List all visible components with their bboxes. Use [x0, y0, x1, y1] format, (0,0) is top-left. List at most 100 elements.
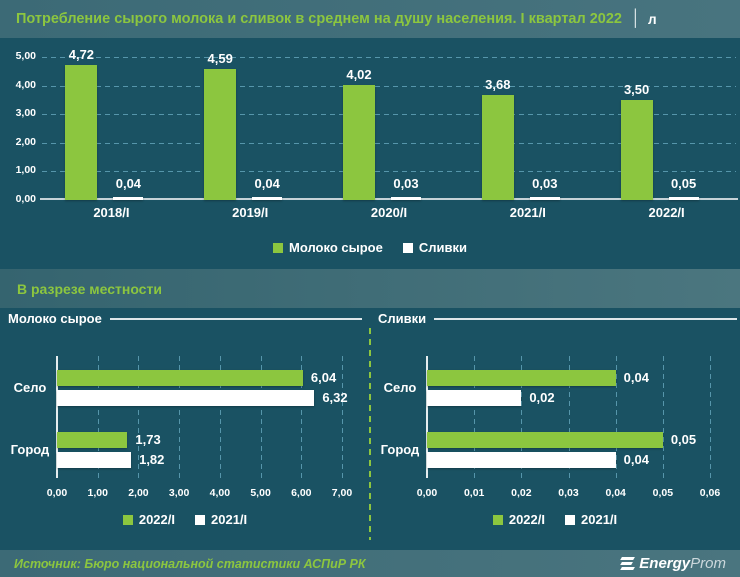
x-axis-line — [40, 198, 738, 200]
bar-milk — [620, 99, 653, 200]
grid-line — [97, 356, 99, 478]
bar-2021 — [57, 452, 132, 468]
bar-2022 — [427, 370, 616, 386]
x-axis-tick-label: 0,01 — [463, 487, 485, 499]
panel-title-cream: Сливки — [378, 311, 737, 326]
grid-line — [138, 356, 140, 478]
logo-text-bold: Energy — [639, 555, 691, 572]
grid-line — [42, 57, 736, 58]
panel-title-milk-text: Молоко сырое — [8, 311, 102, 326]
grid-line — [42, 171, 736, 173]
bar-value-label: 0,02 — [529, 390, 555, 405]
legend-item: Сливки — [402, 240, 467, 255]
legend-item: Молоко сырое — [273, 240, 383, 255]
bar-milk — [204, 68, 237, 200]
legend-label: Молоко сырое — [289, 240, 383, 255]
x-axis-tick-label: 7,00 — [331, 487, 353, 499]
x-axis-tick-label: 2,00 — [128, 487, 149, 499]
legend-item: 2021/I — [565, 512, 617, 527]
legend-swatch — [565, 514, 575, 525]
grid-line — [42, 85, 736, 87]
y-axis-tick-label: 4,00 — [15, 78, 36, 91]
bar-value-label: 4,59 — [207, 50, 233, 66]
legend-swatch — [273, 242, 284, 253]
grid-line — [179, 356, 181, 478]
category-label: Город — [10, 442, 50, 457]
plot-area-cream-by-locality: 0,04 0,02 0,05 0,04 — [426, 356, 711, 478]
x-axis-tick-label: 0,02 — [511, 487, 532, 499]
x-axis-tick-label: 0,06 — [699, 487, 721, 499]
grid-line — [521, 356, 523, 478]
legend-swatch — [195, 514, 205, 525]
x-axis-tick-label: 1,00 — [87, 487, 108, 499]
bar-value-label: 4,72 — [68, 47, 95, 63]
grid-line — [342, 356, 343, 478]
legend-milk: 2022/I 2021/I — [0, 512, 370, 527]
source-note: Источник: Бюро национальной статистики А… — [14, 556, 366, 571]
bar-2021 — [427, 452, 616, 468]
y-axis-tick-label: 3,00 — [15, 107, 36, 120]
grid-line — [301, 356, 303, 478]
panel-title-milk: Молоко сырое — [8, 311, 362, 326]
x-axis-tick-label: 5,00 — [250, 487, 271, 499]
bar-value-label: 0,04 — [254, 176, 280, 191]
x-axis-tick-label: 0,00 — [46, 487, 68, 499]
x-axis-tick-label: 0,03 — [558, 487, 579, 499]
grid-line — [42, 114, 736, 116]
panel-title-rule — [434, 317, 737, 320]
plot-area-milk-by-locality: 6,04 6,32 1,73 1,82 — [56, 356, 348, 478]
section-title: В разрезе местности — [17, 280, 162, 297]
x-axis-tick-label: 0,00 — [416, 487, 438, 499]
energyprom-logo: Energy Prom — [620, 555, 726, 572]
legend-item: 2022/I — [492, 512, 545, 527]
x-axis-tick-label: 0,04 — [605, 487, 626, 499]
x-axis-tick-label: 4,00 — [209, 487, 231, 499]
grid-line — [42, 142, 736, 144]
grid-line — [710, 356, 711, 478]
x-axis-tick-label: 0,05 — [652, 487, 674, 499]
unit-label: л — [648, 11, 657, 27]
bar-cream — [529, 197, 560, 200]
bar-value-label: 0,04 — [623, 370, 649, 385]
section-header-bar: В разрезе местности — [0, 269, 740, 308]
grid-line — [615, 356, 617, 478]
legend-swatch — [402, 242, 413, 253]
category-label: Село — [13, 380, 47, 395]
bar-value-label: 6,04 — [310, 370, 337, 385]
grid-line — [474, 356, 476, 478]
bar-value-label: 0,04 — [623, 452, 649, 467]
bar-cream — [668, 197, 699, 200]
category-label: Село — [383, 380, 417, 395]
y-axis-tick-label: 2,00 — [15, 135, 36, 148]
bar-2022 — [427, 432, 663, 448]
bar-value-label: 0,03 — [393, 176, 419, 191]
y-axis-tick-label: 5,00 — [15, 50, 36, 62]
header-bar: Потребление сырого молока и сливок в сре… — [0, 0, 740, 38]
legend-main: Молоко сырое Сливки — [0, 240, 740, 255]
x-category-label: 2021/I — [509, 205, 546, 220]
y-axis-tick-label: 1,00 — [15, 164, 36, 177]
grid-line — [260, 356, 262, 478]
legend-label: 2021/I — [211, 512, 248, 527]
category-label: Город — [380, 442, 420, 457]
bar-value-label: 0,04 — [115, 176, 142, 191]
bar-2021 — [427, 390, 522, 406]
page-title: Потребление сырого молока и сливок в сре… — [16, 11, 622, 27]
bar-milk — [65, 65, 98, 200]
panel-divider-dashed — [369, 328, 371, 540]
bar-milk — [481, 94, 514, 200]
legend-label: 2021/I — [581, 512, 618, 527]
bar-value-label: 1,73 — [135, 432, 161, 447]
legend-label: 2022/I — [508, 512, 545, 527]
plot-area-main: 4,72 0,04 4,59 0,04 4,02 0,03 3,68 0,03 3,50 0,05 — [40, 47, 738, 200]
legend-label: Сливки — [418, 240, 467, 255]
x-category-label: 2019/I — [232, 205, 269, 220]
bar-milk — [343, 85, 375, 200]
bar-cream — [391, 197, 421, 200]
bar-2022 — [57, 370, 303, 386]
bar-2021 — [57, 390, 315, 406]
panel-title-cream-text: Сливки — [378, 311, 427, 326]
x-category-label: 2022/I — [648, 205, 685, 220]
legend-swatch — [492, 514, 503, 525]
x-axis-tick-label: 3,00 — [168, 487, 190, 499]
